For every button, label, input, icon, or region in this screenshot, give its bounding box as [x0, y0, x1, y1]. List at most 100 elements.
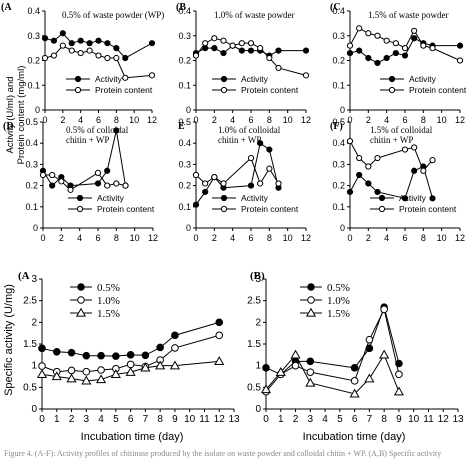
- data-point: [211, 174, 218, 181]
- data-point: [202, 40, 209, 47]
- data-point: [104, 54, 111, 62]
- legend-label: Activity: [409, 74, 437, 84]
- data-point: [51, 371, 62, 381]
- x-tick-label: 8: [114, 233, 119, 243]
- x-tick-label: 10: [408, 414, 420, 425]
- y-tick-label: 0.4: [178, 6, 191, 16]
- data-point: [96, 374, 107, 384]
- series-protein-content: [346, 137, 436, 174]
- data-point: [215, 331, 224, 340]
- data-point: [86, 47, 93, 54]
- x-tick-label: 2: [60, 115, 65, 125]
- data-point: [50, 37, 58, 44]
- data-point: [49, 182, 56, 189]
- legend-label: 1.0%: [327, 295, 350, 307]
- shared-ylabel-line2: Protein content (mg/ml): [16, 66, 27, 165]
- data-point: [67, 366, 76, 375]
- x-tick-label: 12: [214, 414, 226, 425]
- data-point: [192, 52, 200, 59]
- y-tick-label: 0.1: [178, 202, 191, 212]
- series-line: [195, 157, 279, 185]
- data-point: [356, 154, 363, 162]
- x-tick-label: 0: [42, 115, 47, 125]
- data-point: [266, 165, 273, 172]
- x-tick-label: 0: [193, 115, 198, 125]
- x-tick-label: 2: [366, 233, 371, 243]
- series-line: [349, 140, 433, 172]
- data-point: [365, 30, 372, 37]
- x-tick-label: 4: [230, 233, 235, 243]
- x-tick-label: 0: [347, 233, 352, 243]
- data-point: [401, 52, 409, 59]
- data-point: [140, 362, 151, 372]
- legend-marker: [75, 307, 87, 317]
- panel-annotation: 1.5% of waste powder: [368, 10, 448, 20]
- x-tick-label: 0: [193, 233, 198, 243]
- x-tick-label: 10: [129, 115, 139, 125]
- x-tick-label: 7: [367, 414, 373, 425]
- data-point: [94, 180, 102, 187]
- data-point: [429, 195, 436, 202]
- data-point: [94, 169, 102, 176]
- data-point: [266, 146, 273, 153]
- data-point: [192, 171, 200, 179]
- y-tick-label: 2: [31, 317, 37, 328]
- data-point: [365, 335, 374, 344]
- data-point: [401, 45, 409, 52]
- data-point: [356, 47, 363, 54]
- data-point: [374, 188, 381, 196]
- data-point: [302, 72, 310, 79]
- panel-g: 00.511.522.530 1 2 3 4 5 6 7 8 9 10 11 12 13(A0.5%1.0…: [18, 270, 240, 425]
- data-point: [113, 54, 120, 62]
- x-tick-label: 12: [147, 115, 157, 125]
- y-tick-label: 1.5: [23, 339, 37, 350]
- data-point: [456, 57, 464, 64]
- data-point: [49, 171, 56, 179]
- x-tick-label: 0: [39, 414, 45, 425]
- y-tick-label: 0.2: [25, 181, 38, 191]
- x-tick-label: 8: [267, 233, 272, 243]
- data-point: [356, 171, 363, 179]
- series-activity: [192, 140, 282, 208]
- y-tick-label: 0.5: [247, 382, 261, 393]
- data-point: [52, 348, 61, 356]
- data-point: [68, 40, 75, 47]
- data-point: [67, 348, 76, 357]
- y-tick-label: 0.1: [332, 80, 345, 90]
- y-tick-label: 0.2: [332, 56, 345, 66]
- panel-b: 0 0.1 0.2 0.3 0.4 0 2 4 6 8 10 12 (B 1.0% of waste po…: [176, 2, 311, 125]
- x-tick-label: 12: [455, 233, 465, 243]
- y-tick-label: 0.4: [25, 138, 38, 148]
- legend-label: Activity: [95, 74, 123, 84]
- y-tick-label: 0.5: [25, 117, 38, 127]
- panel-label: (A: [18, 270, 30, 282]
- data-point: [275, 47, 282, 54]
- data-point: [247, 154, 255, 162]
- data-point: [68, 47, 75, 54]
- x-tick-label: 4: [98, 414, 104, 425]
- data-point: [81, 375, 92, 385]
- legend-label: 0.5%: [327, 282, 350, 294]
- legend: 0.5%1.0%1.5%: [300, 282, 350, 320]
- data-point: [229, 42, 236, 49]
- panel-annotation-line2: chitin + WP: [66, 135, 109, 145]
- data-point: [36, 369, 48, 378]
- legend-marker: [307, 296, 315, 304]
- data-point: [374, 32, 381, 39]
- x-tick-label: 8: [381, 414, 387, 425]
- x-tick-label: 13: [228, 414, 240, 425]
- panel-label: (C: [330, 2, 341, 13]
- data-point: [192, 201, 200, 208]
- y-tick-label: 3: [255, 274, 261, 285]
- data-point: [50, 52, 58, 59]
- data-point: [122, 182, 129, 189]
- data-point: [305, 377, 316, 387]
- x-tick-label: 3: [308, 414, 314, 425]
- data-point: [238, 47, 245, 54]
- panel-annotation: 0.5% of waste powder (WP): [62, 10, 164, 20]
- data-point: [411, 167, 418, 174]
- data-point: [113, 45, 120, 52]
- legend-label: Protein content: [97, 204, 155, 214]
